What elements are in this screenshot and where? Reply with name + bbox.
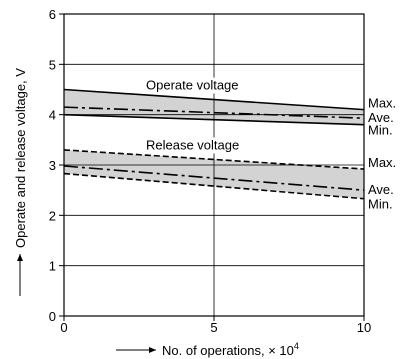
y-tick-label-0: 0: [49, 309, 56, 324]
series-line-0-0: [63, 88, 365, 111]
band-title-bg-0: [142, 77, 262, 94]
series-end-label-0-2: Min.: [368, 123, 393, 138]
x-axis-label-text: No. of operations, × 104: [162, 341, 299, 358]
series-line-1-0: [63, 149, 365, 170]
x-tick-label-2: 10: [357, 320, 371, 335]
y-tick-label-4: 4: [49, 108, 56, 123]
x-tick-label-1: 5: [210, 320, 217, 335]
y-tick-label-1: 1: [49, 259, 56, 274]
series-line-0-2: [63, 113, 365, 126]
series-end-label-1-1: Ave.: [368, 182, 394, 197]
series-end-label-0-1: Ave.: [368, 110, 394, 125]
series-end-label-0-0: Max.: [368, 96, 396, 111]
series-line-1-2: [63, 172, 365, 200]
x-axis-label-exponent: 4: [294, 341, 299, 351]
grid-layer: [64, 14, 364, 316]
series-line-1-1: [63, 165, 365, 191]
x-axis-title-group: No. of operations, × 104: [116, 341, 299, 358]
series-end-label-1-0: Max.: [368, 155, 396, 170]
labels-layer: Max.Ave.Min.Operate voltageMax.Ave.Min.R…: [142, 77, 396, 212]
y-tick-label-5: 5: [49, 57, 56, 72]
y-tick-label-6: 6: [49, 7, 56, 22]
y-axis-title-group: Operate and release voltage, V: [13, 68, 28, 296]
lines-layer: [63, 88, 365, 200]
series-line-0-1: [63, 106, 365, 119]
y-tick-label-2: 2: [49, 208, 56, 223]
ticks-layer: 0 1 2 3 4 5 6 0 5 10: [49, 7, 371, 335]
x-axis-label: No. of operations, × 10: [162, 343, 294, 358]
x-tick-label-0: 0: [60, 320, 67, 335]
series-end-label-1-2: Min.: [368, 197, 393, 212]
band-title-bg-1: [142, 137, 262, 154]
y-axis-label: Operate and release voltage, V: [13, 68, 28, 248]
y-tick-label-3: 3: [49, 158, 56, 173]
band-title-0: Operate voltage: [146, 78, 239, 93]
band-title-1: Release voltage: [146, 137, 239, 152]
